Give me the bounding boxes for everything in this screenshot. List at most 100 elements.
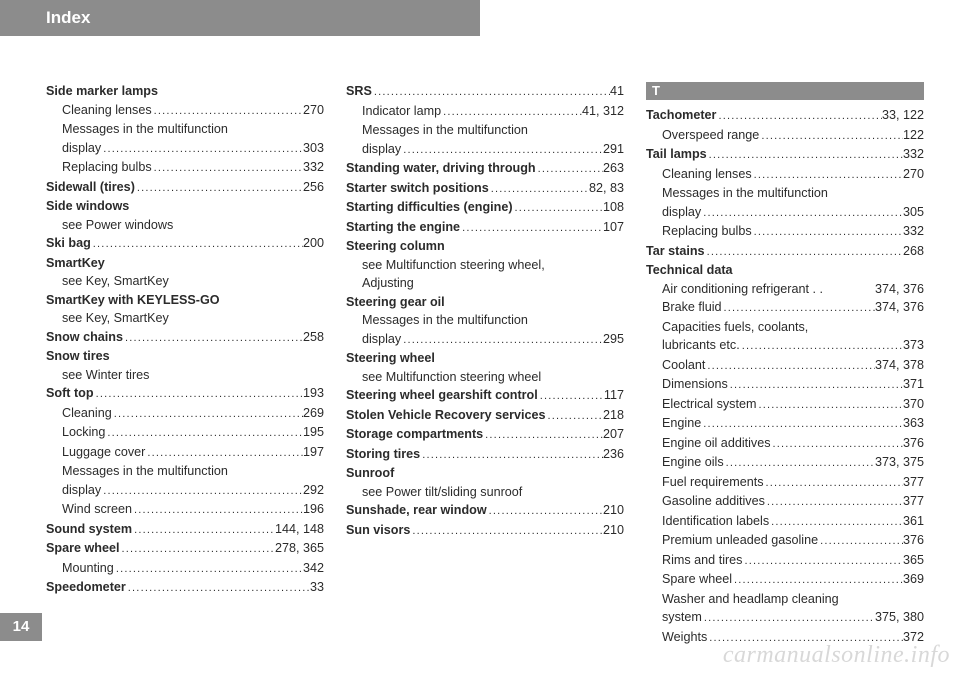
subentry-page: 195: [303, 423, 324, 442]
subentry-page: 303: [303, 139, 324, 158]
entry-label: Tail lamps: [646, 145, 707, 164]
entry-page: 332: [903, 145, 924, 164]
dot-leader: [94, 384, 303, 404]
see-label: see Multifunction steering wheel,: [362, 256, 545, 275]
subentry-label: Overspeed range: [662, 126, 759, 145]
index-subentry: display291: [346, 140, 624, 160]
index-subentry: Engine oils373, 375: [646, 453, 924, 473]
subentry-label: Engine: [662, 414, 701, 433]
header-title: Index: [46, 8, 90, 27]
entry-label: Snow chains: [46, 328, 123, 347]
index-subentry: Air conditioning refrigerant . .374, 376: [646, 280, 924, 299]
subentry-label: Rims and tires: [662, 551, 742, 570]
entry-label: Tachometer: [646, 106, 716, 125]
subentry-page: 374, 376: [875, 298, 924, 317]
index-entry: Spare wheel278, 365: [46, 539, 324, 559]
dot-leader: [759, 126, 903, 146]
index-entry: Starting difficulties (engine) 108: [346, 198, 624, 218]
subentry-page: 332: [303, 158, 324, 177]
entry-label: Starting difficulties (engine): [346, 198, 513, 217]
index-subentry: Indicator lamp41, 312: [346, 102, 624, 122]
index-entry: Sound system144, 148: [46, 520, 324, 540]
index-entry: Starter switch positions82, 83: [346, 179, 624, 199]
dot-leader: [460, 218, 603, 238]
index-subentry: Washer and headlamp cleaning: [646, 590, 924, 609]
index-entry: Storing tires236: [346, 445, 624, 465]
dot-leader: [483, 425, 603, 445]
subentry-page: 375, 380: [875, 608, 924, 627]
subentry-label: Indicator lamp: [362, 102, 441, 121]
entry-page: 108: [603, 198, 624, 217]
dot-leader: [764, 473, 903, 493]
index-entry: SmartKey: [46, 254, 324, 273]
index-column-1: Side marker lampsCleaning lenses270Messa…: [46, 82, 324, 647]
subentry-label: display: [662, 203, 701, 222]
index-subentry: Locking 195: [46, 423, 324, 443]
dot-leader: [701, 414, 903, 434]
index-entry: Snow chains258: [46, 328, 324, 348]
dot-leader: [538, 386, 604, 406]
entry-label: Steering wheel gearshift control: [346, 386, 538, 405]
subentry-label: system: [662, 608, 702, 627]
dot-leader: [536, 159, 603, 179]
entry-page: 218: [603, 406, 624, 425]
entry-label: Steering column: [346, 237, 445, 256]
subentry-label: Air conditioning refrigerant . .: [662, 280, 823, 299]
index-subentry: Electrical system370: [646, 395, 924, 415]
subentry-label: Dimensions: [662, 375, 728, 394]
index-subentry: Messages in the multifunction: [46, 462, 324, 481]
dot-leader: [765, 492, 903, 512]
entry-label: Speedometer: [46, 578, 126, 597]
dot-leader: [132, 520, 275, 540]
dot-leader: [101, 481, 303, 501]
index-entry: Storage compartments207: [346, 425, 624, 445]
see-label: see Key, SmartKey: [62, 272, 169, 291]
subentry-label: display: [362, 330, 401, 349]
index-entry: SmartKey with KEYLESS-GO: [46, 291, 324, 310]
index-entry: Steering wheel: [346, 349, 624, 368]
subentry-page: 376: [903, 434, 924, 453]
dot-leader: [752, 222, 903, 242]
subentry-label: Premium unleaded gasoline: [662, 531, 818, 550]
entry-page: 263: [603, 159, 624, 178]
dot-leader: [707, 145, 903, 165]
subentry-label: Mounting: [62, 559, 114, 578]
dot-leader: [372, 82, 610, 102]
entry-label: Sidewall (tires): [46, 178, 135, 197]
index-subentry: Messages in the multifunction: [346, 311, 624, 330]
see-label: see Multifunction steering wheel: [362, 368, 541, 387]
index-entry: Sunshade, rear window210: [346, 501, 624, 521]
index-subentry: Rims and tires365: [646, 551, 924, 571]
subentry-label: Locking: [62, 423, 105, 442]
subentry-label: Capacities fuels, coolants,: [662, 318, 808, 337]
page-number-box: 14: [0, 613, 42, 641]
entry-label: Sunshade, rear window: [346, 501, 487, 520]
index-subentry: Mounting342: [46, 559, 324, 579]
entry-page: 200: [303, 234, 324, 253]
index-see-ref: see Key, SmartKey: [46, 309, 324, 328]
entry-page: 210: [603, 521, 624, 540]
entry-page: 278, 365: [275, 539, 324, 558]
index-see-ref: see Key, SmartKey: [46, 272, 324, 291]
entry-label: SmartKey with KEYLESS-GO: [46, 291, 220, 310]
section-letter-tab: T: [646, 82, 924, 100]
index-entry: Soft top193: [46, 384, 324, 404]
dot-leader: [722, 298, 875, 318]
dot-leader: [487, 501, 603, 521]
index-subentry: display305: [646, 203, 924, 223]
subentry-page: 295: [603, 330, 624, 349]
index-entry: Ski bag200: [46, 234, 324, 254]
subentry-label: Wind screen: [62, 500, 132, 519]
index-entry: Starting the engine107: [346, 218, 624, 238]
entry-page: 193: [303, 384, 324, 403]
entry-page: 33, 122: [882, 106, 924, 125]
header-bar: Index: [0, 0, 480, 36]
index-entry: Steering column: [346, 237, 624, 256]
index-subentry: Replacing bulbs332: [646, 222, 924, 242]
entry-page: 144, 148: [275, 520, 324, 539]
entry-page: 41: [610, 82, 624, 101]
index-subentry: Cleaning lenses270: [646, 165, 924, 185]
subentry-label: lubricants etc.: [662, 336, 740, 355]
index-subentry: Engine oil additives376: [646, 434, 924, 454]
subentry-page: 197: [303, 443, 324, 462]
